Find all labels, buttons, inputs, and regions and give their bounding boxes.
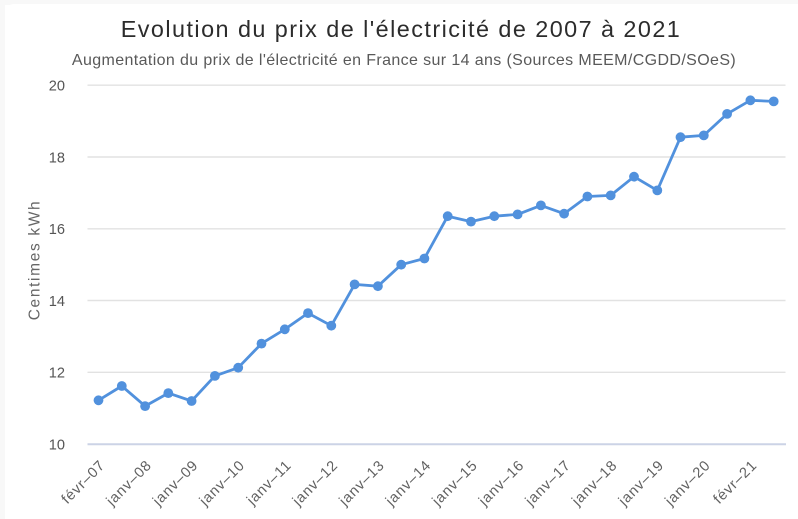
svg-text:janv–09: janv–09 [149, 458, 201, 510]
svg-text:Centimes kWh: Centimes kWh [27, 200, 44, 321]
svg-text:18: 18 [49, 150, 65, 166]
svg-text:févr–21: févr–21 [711, 458, 761, 508]
svg-text:janv–14: janv–14 [382, 458, 434, 510]
svg-text:janv–15: janv–15 [429, 458, 481, 510]
svg-text:janv–20: janv–20 [662, 458, 714, 510]
svg-text:Evolution du prix de l'électri: Evolution du prix de l'électricité de 20… [121, 16, 682, 42]
svg-text:14: 14 [49, 294, 65, 310]
svg-text:janv–13: janv–13 [336, 458, 388, 510]
svg-text:janv–11: janv–11 [243, 458, 295, 510]
svg-text:Augmentation du prix de l'élec: Augmentation du prix de l'électricité en… [72, 52, 736, 69]
svg-text:janv–12: janv–12 [289, 458, 341, 510]
svg-text:janv–19: janv–19 [615, 458, 667, 510]
svg-text:12: 12 [49, 366, 65, 382]
svg-text:janv–10: janv–10 [196, 458, 248, 510]
svg-text:janv–17: janv–17 [522, 458, 574, 510]
svg-text:janv–16: janv–16 [475, 458, 527, 510]
svg-text:janv–18: janv–18 [569, 458, 621, 510]
svg-text:20: 20 [49, 79, 65, 95]
svg-text:janv–08: janv–08 [103, 458, 155, 510]
svg-text:16: 16 [49, 222, 65, 238]
svg-text:10: 10 [49, 437, 65, 453]
svg-text:févr–07: févr–07 [59, 458, 109, 508]
